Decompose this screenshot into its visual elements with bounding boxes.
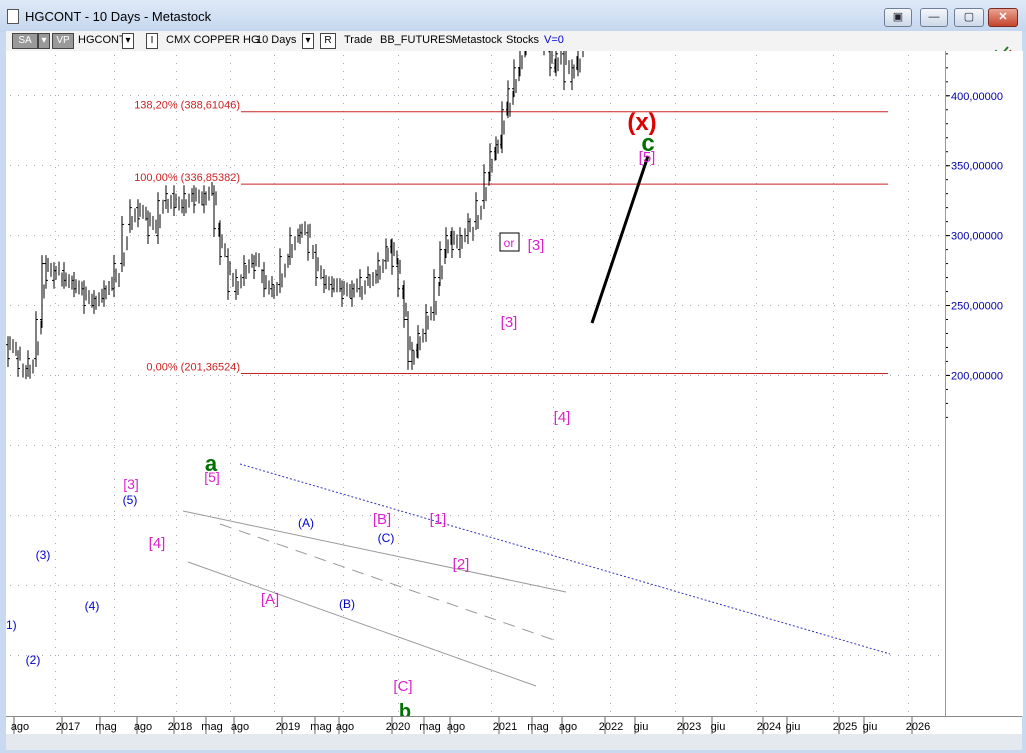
wave-label: a [205, 451, 218, 476]
time-tick-label: mag [95, 721, 116, 733]
volume-label: V=0 [544, 34, 564, 46]
provider-label: Metastock [452, 34, 503, 46]
r-toggle[interactable]: R [320, 33, 336, 49]
chart-canvas[interactable]: 300,00% (607,83098)261,80% (556,07434)20… [6, 0, 945, 723]
wave-label: [4] [554, 409, 571, 426]
fib-level-label: 138,20% (388,61046) [134, 100, 240, 112]
wave-label: or [504, 236, 515, 250]
time-tick-label: 2018 [168, 721, 192, 733]
period-dropdown-arrow[interactable]: ▾ [302, 33, 314, 49]
wave-label: 1) [6, 618, 17, 632]
wave-label: (C) [378, 531, 395, 545]
sa-dropdown-arrow[interactable]: ▾ [38, 33, 50, 49]
security-name: CMX COPPER HG [166, 34, 260, 46]
scroll-bar[interactable] [6, 734, 1022, 750]
wave-label: (B) [339, 597, 355, 611]
time-tick-label: 2017 [56, 721, 80, 733]
wave-label: [5] [204, 469, 220, 485]
wave-label: c [641, 130, 654, 157]
time-tick-label: 2020 [386, 721, 410, 733]
time-tick-label: 2026 [906, 721, 930, 733]
wave-label: [3] [501, 314, 518, 331]
price-tick-label: 400,00000 [951, 91, 1003, 103]
close-button[interactable]: ✕ [988, 8, 1018, 27]
wave-label: (A) [298, 516, 314, 530]
source-label: BB_FUTURES [380, 34, 453, 46]
time-tick-label: 2025 [833, 721, 857, 733]
price-bars [6, 0, 586, 380]
indicator-toggle[interactable]: I [146, 33, 158, 49]
time-tick-label: 2021 [493, 721, 517, 733]
time-tick-label: 2019 [276, 721, 300, 733]
period-label[interactable]: 10 Days [256, 34, 297, 46]
fib-level-label: 100,00% (336,85382) [134, 172, 240, 184]
price-chart[interactable]: 300,00% (607,83098)261,80% (556,07434)20… [6, 0, 945, 723]
trend-channel [182, 155, 891, 687]
title-bar[interactable]: HGCONT - 10 Days - Metastock ▣ — ▢ ✕ [0, 0, 1026, 32]
wave-label: (2) [26, 653, 41, 667]
chart-toolbar: SA ▾ VP HGCONT ▾ I CMX COPPER HG 10 Days… [6, 31, 1022, 51]
price-tick-label: 200,00000 [951, 370, 1003, 382]
time-tick-label: mag [201, 721, 222, 733]
time-tick-label: ago [11, 721, 29, 733]
price-tick-label: 250,00000 [951, 301, 1003, 313]
minimize-button[interactable]: — [920, 8, 948, 27]
maximize-button[interactable]: ▢ [954, 8, 984, 27]
time-tick-label: ago [231, 721, 249, 733]
or-marker-box [499, 232, 520, 252]
wave-label: [A] [261, 591, 279, 608]
wave-label: b [399, 701, 411, 716]
time-tick-label: 2024 [757, 721, 781, 733]
wave-label: (x) [627, 109, 656, 136]
time-tick-label: mag [310, 721, 331, 733]
vp-button[interactable]: VP [52, 33, 74, 49]
wave-label: (4) [85, 599, 100, 613]
wave-label: [1] [430, 511, 447, 528]
time-axis[interactable]: ago 2017 mag ago 2018 mag ago 2019 mag ago 2020 mag… [6, 716, 1022, 735]
price-tick-label: 300,00000 [951, 231, 1003, 243]
time-tick-label: ago [447, 721, 465, 733]
symbol-label[interactable]: HGCONT [78, 34, 126, 46]
time-tick-label: ago [559, 721, 577, 733]
time-tick-label: giu [711, 721, 726, 733]
time-tick-label: giu [863, 721, 878, 733]
category-label: Stocks [506, 34, 540, 46]
wave-label: [4] [149, 535, 166, 552]
time-tick-label: mag [527, 721, 548, 733]
wave-label: [2] [453, 556, 470, 573]
price-tick-label: 350,00000 [951, 161, 1003, 173]
sa-dropdown[interactable]: SA [12, 33, 38, 49]
wave-label: [C] [393, 678, 412, 695]
symbol-dropdown-arrow[interactable]: ▾ [122, 33, 134, 49]
wave-label: [3] [123, 476, 139, 492]
time-tick-label: giu [634, 721, 649, 733]
price-axis[interactable]: 600,00000550,00000500,00000450,00000400,… [945, 11, 1023, 716]
time-tick-label: giu [786, 721, 801, 733]
document-icon [7, 9, 19, 24]
restore-layout-button[interactable]: ▣ [884, 8, 912, 27]
trade-label: Trade [344, 34, 373, 46]
time-tick-label: 2022 [599, 721, 623, 733]
time-tick-label: mag [419, 721, 440, 733]
time-tick-label: ago [336, 721, 354, 733]
fib-level-label: 0,00% (201,36524) [146, 362, 240, 374]
time-tick-label: 2023 [677, 721, 701, 733]
wave-label: [5] [639, 149, 656, 166]
wave-label: (3) [36, 548, 51, 562]
wave-label: [B] [373, 511, 391, 528]
window-title: HGCONT - 10 Days - Metastock [25, 9, 212, 24]
time-tick-label: ago [134, 721, 152, 733]
wave-label: [3] [528, 237, 545, 254]
wave-label: (5) [123, 493, 138, 507]
